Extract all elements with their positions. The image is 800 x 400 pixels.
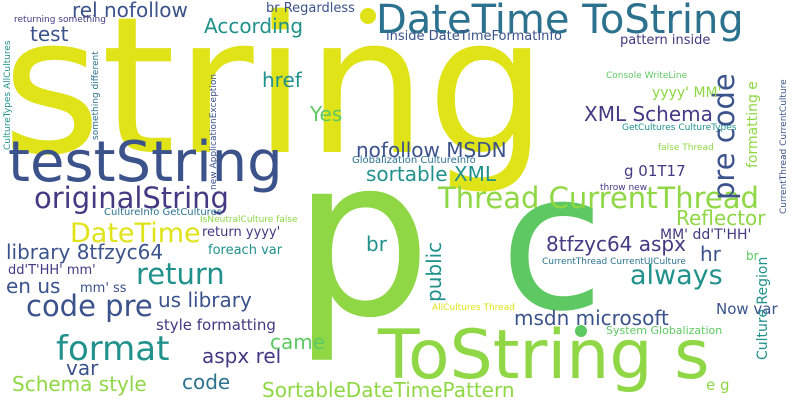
word-CultureInfo-GetCultures: CultureInfo GetCultures: [104, 207, 222, 218]
word-hr: hr: [700, 242, 721, 266]
word-br-Regardless: br Regardless: [266, 1, 355, 16]
word-DateTime: DateTime: [70, 218, 201, 249]
word-originalString: originalString: [34, 181, 229, 215]
word-return-yyyy: return yyyy': [202, 225, 281, 240]
word-new-ApplicationException: new ApplicationException: [209, 73, 219, 190]
word-href: href: [262, 68, 302, 92]
word-e-g: e g: [706, 376, 730, 394]
word-nofollow-MSDN: nofollow MSDN: [356, 138, 507, 162]
word-yyyy-MM: yyyy' MM': [652, 85, 722, 101]
word-throw-new: throw new: [600, 183, 648, 193]
word-library-8tfzyc64: library 8tfzyc64: [6, 240, 164, 264]
word-AllCultures-Thread: AllCultures Thread: [432, 303, 515, 313]
word-CurrentThread-CurrentCulture: CurrentThread CurrentCulture: [779, 79, 789, 214]
word-us-library: us library: [158, 288, 252, 312]
word-Globalization-CultureInfo: Globalization CultureInfo: [352, 155, 476, 166]
green-dot-decoration: [575, 325, 587, 337]
word-sortable-XML: sortable XML: [366, 162, 496, 186]
word-aspx-rel: aspx rel: [202, 344, 282, 368]
word-msdn-microsoft: msdn microsoft: [514, 306, 669, 330]
word-en-us: en us: [6, 274, 61, 298]
word-p: p: [292, 110, 432, 366]
word-formatting-e: formatting e: [745, 81, 761, 168]
word-something-different: something different: [91, 51, 101, 140]
word-Console-WriteLine: Console WriteLine: [606, 71, 688, 81]
word-inside-DateTimeFormatInfo: inside DateTimeFormatInfo: [386, 29, 562, 44]
word-Thread-CurrentThread: Thread CurrentThread: [438, 181, 759, 215]
word-MM-dd-T-HH: MM' dd'T'HH': [660, 227, 752, 243]
word-CurrentThread-CurrentUICulture: CurrentThread CurrentUICulture: [542, 257, 686, 267]
word-testString: testString: [8, 130, 283, 195]
word-ToString-s: ToString s: [378, 316, 710, 395]
word-IsNeutralCulture-false: IsNeutralCulture false: [200, 215, 298, 225]
word-8tfzyc64-aspx: 8tfzyc64 aspx: [546, 232, 686, 256]
word-pattern-inside: pattern inside: [620, 33, 711, 48]
word-Yes: Yes: [310, 102, 343, 126]
word-Culture-Region: Culture Region: [755, 256, 771, 360]
yellow-dot-decoration: [360, 8, 376, 24]
word-returning-something: returning something: [14, 15, 106, 25]
word-c: c: [500, 132, 605, 353]
word-always: always: [630, 260, 723, 291]
word-rel-nofollow: rel nofollow: [72, 0, 188, 22]
word-mm-ss: mm' ss: [80, 281, 127, 296]
word-style-formatting: style formatting: [156, 316, 276, 334]
word-Now-var: Now var: [716, 300, 778, 318]
word-DateTime-ToString: DateTime ToString: [376, 0, 744, 43]
word-code-pre: code pre: [26, 289, 153, 323]
word-br-small: br: [746, 249, 759, 263]
word-XML-Schema: XML Schema: [584, 102, 713, 126]
word-string: string: [2, 0, 548, 197]
word-Schema-style: Schema style: [12, 372, 147, 396]
word-foreach-var: foreach var: [208, 243, 283, 258]
word-var: var: [66, 356, 99, 380]
word-return: return: [136, 257, 225, 291]
word-According: According: [204, 14, 304, 38]
word-Reflector: Reflector: [676, 206, 766, 230]
word-test: test: [30, 22, 69, 46]
word-g-01T17: g 01T17: [624, 162, 686, 180]
word-GetCultures-CultureTypes: GetCultures CultureTypes: [622, 123, 737, 133]
word-System-Globalization: System Globalization: [606, 324, 723, 337]
word-br-mid: br: [366, 232, 387, 256]
word-CultureTypes-AllCultures: CultureTypes AllCultures: [3, 40, 13, 150]
word-false-Thread: false Thread: [658, 143, 714, 153]
word-dd-T-HH-mm: dd'T'HH' mm': [8, 263, 96, 278]
word-code: code: [182, 370, 231, 394]
word-format: format: [56, 329, 170, 369]
word-came: came: [270, 330, 326, 354]
word-public: public: [422, 241, 446, 302]
word-SortableDateTimePattern: SortableDateTimePattern: [262, 378, 515, 400]
